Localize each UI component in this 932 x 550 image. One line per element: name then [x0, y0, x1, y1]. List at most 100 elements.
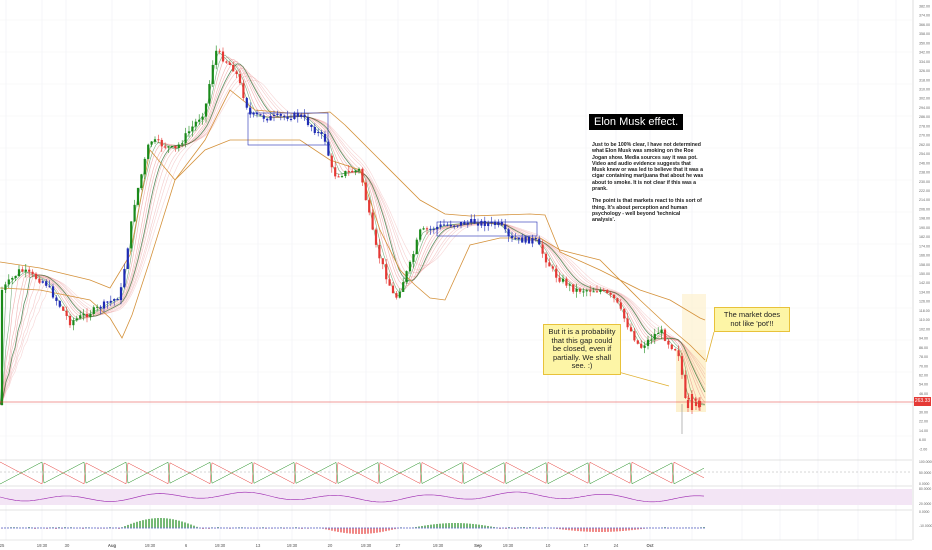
- time-axis-label: Oct: [647, 543, 655, 548]
- candle-body: [405, 271, 408, 283]
- signal-dot: [229, 527, 231, 529]
- signal-dot: [502, 527, 504, 529]
- signal-dot: [208, 527, 210, 529]
- signal-dot: [463, 527, 465, 529]
- candle-body: [310, 125, 313, 127]
- signal-dot: [88, 527, 90, 529]
- price-tick-label: -2.00: [919, 447, 927, 451]
- signal-dot: [79, 527, 81, 529]
- candle-body: [436, 226, 439, 230]
- signal-dot: [451, 527, 453, 529]
- candle-body: [541, 244, 544, 254]
- signal-dot: [664, 527, 666, 529]
- candle-body: [89, 313, 92, 318]
- candle-body: [75, 318, 78, 321]
- signal-dot: [64, 527, 66, 529]
- time-axis-label: 30: [65, 543, 70, 548]
- price-tick-label: 326.00: [919, 69, 930, 73]
- signal-dot: [364, 527, 366, 529]
- candle-body: [96, 306, 99, 308]
- candle-body: [684, 374, 687, 398]
- price-tick-label: 142.00: [919, 281, 930, 285]
- candle-body: [106, 301, 109, 303]
- signal-dot: [547, 527, 549, 529]
- candle-body: [300, 114, 303, 117]
- signal-dot: [13, 527, 15, 529]
- candle-body: [303, 114, 306, 118]
- range-box: [247, 112, 329, 146]
- candle-body: [208, 83, 211, 104]
- candle-body: [643, 345, 646, 348]
- candle-body: [480, 220, 483, 226]
- price-tick-label: 126.00: [919, 300, 930, 304]
- signal-dot: [685, 527, 687, 529]
- candle-body: [680, 356, 684, 375]
- candle-body: [633, 331, 636, 341]
- candle-body: [119, 287, 123, 301]
- signal-dot: [151, 527, 153, 529]
- price-tick-label: 350.00: [919, 41, 930, 45]
- signal-dot: [670, 527, 672, 529]
- signal-dot: [622, 527, 624, 529]
- candle-body: [276, 113, 279, 115]
- signal-dot: [508, 527, 510, 529]
- callout-gap[interactable]: But it is a probability that this gap co…: [543, 324, 621, 375]
- signal-dot: [157, 527, 159, 529]
- candle-body: [674, 349, 677, 351]
- signal-dot: [550, 527, 552, 529]
- candle-body: [463, 221, 466, 225]
- candle-body: [517, 237, 520, 240]
- price-tick-label: 222.00: [919, 189, 930, 193]
- candle-body: [527, 236, 531, 244]
- signal-dot: [82, 527, 84, 529]
- signal-dot: [250, 527, 252, 529]
- signal-dot: [289, 527, 291, 529]
- candle-body: [330, 155, 333, 168]
- candle-body: [650, 339, 653, 341]
- candle-body: [473, 218, 476, 224]
- signal-dot: [448, 527, 450, 529]
- candle-body: [670, 344, 673, 350]
- signal-dot: [601, 527, 603, 529]
- signal-dot: [301, 527, 303, 529]
- candle-body: [687, 398, 690, 399]
- candle-body: [439, 224, 442, 227]
- signal-dot: [334, 527, 336, 529]
- signal-dot: [1, 527, 3, 529]
- signal-dot: [115, 527, 117, 529]
- signal-dot: [25, 527, 27, 529]
- signal-dot: [331, 527, 333, 529]
- ma-ribbon-line: [0, 75, 706, 406]
- signal-dot: [526, 527, 528, 529]
- signal-dot: [346, 527, 348, 529]
- candle-body: [538, 238, 541, 245]
- candle-body: [381, 258, 384, 265]
- signal-dot: [523, 527, 525, 529]
- signal-dot: [37, 527, 39, 529]
- candle-body: [136, 187, 140, 205]
- last-price-tag: 263.33: [914, 397, 931, 406]
- signal-dot: [388, 527, 390, 529]
- price-tick-label: 110.00: [919, 318, 930, 322]
- candle-body: [378, 244, 381, 259]
- candle-body: [177, 144, 180, 149]
- candle-body: [629, 327, 633, 332]
- callout-pot[interactable]: The market does not like 'pot'!!: [714, 307, 790, 332]
- candle-body: [147, 144, 150, 159]
- price-tick-label: 334.00: [919, 60, 930, 64]
- signal-dot: [511, 527, 513, 529]
- price-tick-label: 246.00: [919, 161, 930, 165]
- time-axis[interactable]: 25 19:30 30 Aug 19:30 6 19:30 13 19:30 20 19:30 27 1…: [0, 539, 912, 548]
- signal-dot: [226, 527, 228, 529]
- candle-body: [293, 112, 296, 120]
- candle-body: [442, 224, 446, 226]
- signal-dot: [187, 527, 189, 529]
- signal-dot: [505, 527, 507, 529]
- candle-body: [565, 278, 568, 286]
- signal-dot: [316, 527, 318, 529]
- candle-body: [109, 300, 112, 303]
- osc2-tick-label: 20.0000: [919, 502, 931, 506]
- signal-dot: [307, 527, 309, 529]
- candle-body: [79, 315, 82, 319]
